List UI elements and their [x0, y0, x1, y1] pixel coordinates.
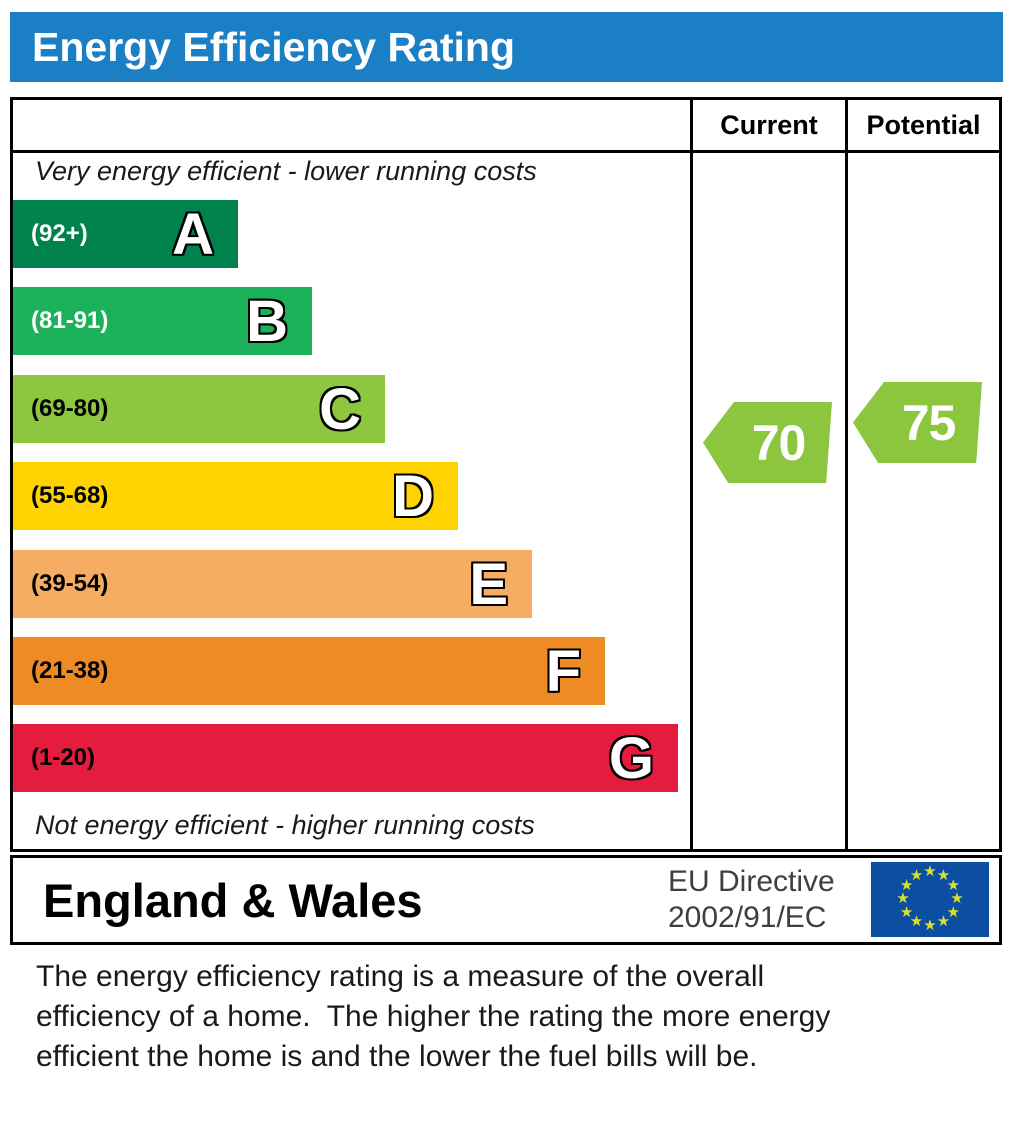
band-range-label-g: (1-20): [31, 744, 96, 771]
column-header-potential: Potential: [866, 109, 981, 140]
region-footer: England & Wales EU Directive 2002/91/EC …: [10, 855, 1002, 945]
top-note: Very energy efficient - lower running co…: [35, 156, 537, 186]
header-separator: [13, 150, 999, 153]
description-line-1: The energy efficiency rating is a measur…: [36, 960, 765, 993]
band-letter-g: G: [608, 725, 654, 791]
potential-rating-value: 75: [901, 394, 957, 451]
band-row-d: (55-68) D: [13, 462, 458, 530]
band-range-label-f: (21-38): [31, 657, 109, 684]
band-letter-d: D: [392, 463, 434, 529]
band-range-label-c: (69-80): [31, 395, 109, 422]
description-line-3: efficient the home is and the lower the …: [36, 1040, 758, 1073]
band-letter-b: B: [246, 288, 288, 354]
band-letter-e: E: [469, 551, 508, 617]
band-range-label-b: (81-91): [31, 307, 109, 334]
eu-flag-star-icon: ★: [896, 890, 910, 907]
band-range-label-a: (92+): [31, 220, 88, 247]
eu-flag-star-icon: ★: [909, 866, 924, 884]
band-row-c: (69-80) C: [13, 375, 385, 443]
description-line-2: efficiency of a home. The higher the rat…: [36, 1000, 831, 1033]
eu-directive-line2: 2002/91/EC: [668, 901, 827, 934]
eu-flag-star-icon: ★: [899, 903, 914, 921]
region-name: England & Wales: [43, 873, 423, 927]
eu-flag-star-icon: ★: [946, 876, 961, 894]
column-divider-potential: [845, 100, 848, 849]
rating-table: Current Potential Very energy efficient …: [10, 97, 1002, 852]
eu-flag-star-icon: ★: [936, 866, 951, 884]
band-letter-a: A: [172, 201, 214, 267]
eu-flag-star-icon: ★: [909, 913, 924, 931]
band-row-f: (21-38) F: [13, 637, 605, 705]
band-letter-f: F: [545, 638, 581, 704]
band-range-label-e: (39-54): [31, 570, 109, 597]
band-row-b: (81-91) B: [13, 287, 312, 355]
eu-flag-star-icon: ★: [950, 890, 964, 907]
column-header-current: Current: [720, 109, 818, 140]
bottom-note: Not energy efficient - higher running co…: [35, 810, 535, 840]
eu-directive-line1: EU Directive: [668, 865, 835, 898]
eu-flag-star-icon: ★: [936, 913, 951, 931]
column-divider-current: [690, 100, 693, 849]
band-range-label-d: (55-68): [31, 482, 109, 509]
page-title: Energy Efficiency Rating: [32, 23, 516, 70]
current-rating-value: 70: [751, 414, 807, 471]
eu-flag-star-icon: ★: [923, 863, 937, 880]
band-letter-c: C: [319, 376, 361, 442]
eu-flag-star-icon: ★: [899, 876, 914, 894]
current-rating-arrow: 70: [703, 402, 832, 483]
eu-flag-star-icon: ★: [946, 903, 961, 921]
band-row-a: (92+) A: [13, 200, 238, 268]
band-row-e: (39-54) E: [13, 550, 532, 618]
eu-directive-text: EU Directive 2002/91/EC: [668, 858, 835, 942]
description-text: The energy efficiency rating is a measur…: [36, 957, 830, 1077]
potential-rating-arrow: 75: [853, 382, 982, 463]
title-bar: Energy Efficiency Rating: [10, 12, 1003, 82]
eu-flag-icon: ★ ★ ★ ★ ★ ★ ★ ★ ★ ★ ★ ★: [871, 862, 989, 937]
eu-flag-star-icon: ★: [923, 917, 937, 934]
band-row-g: (1-20) G: [13, 724, 678, 792]
